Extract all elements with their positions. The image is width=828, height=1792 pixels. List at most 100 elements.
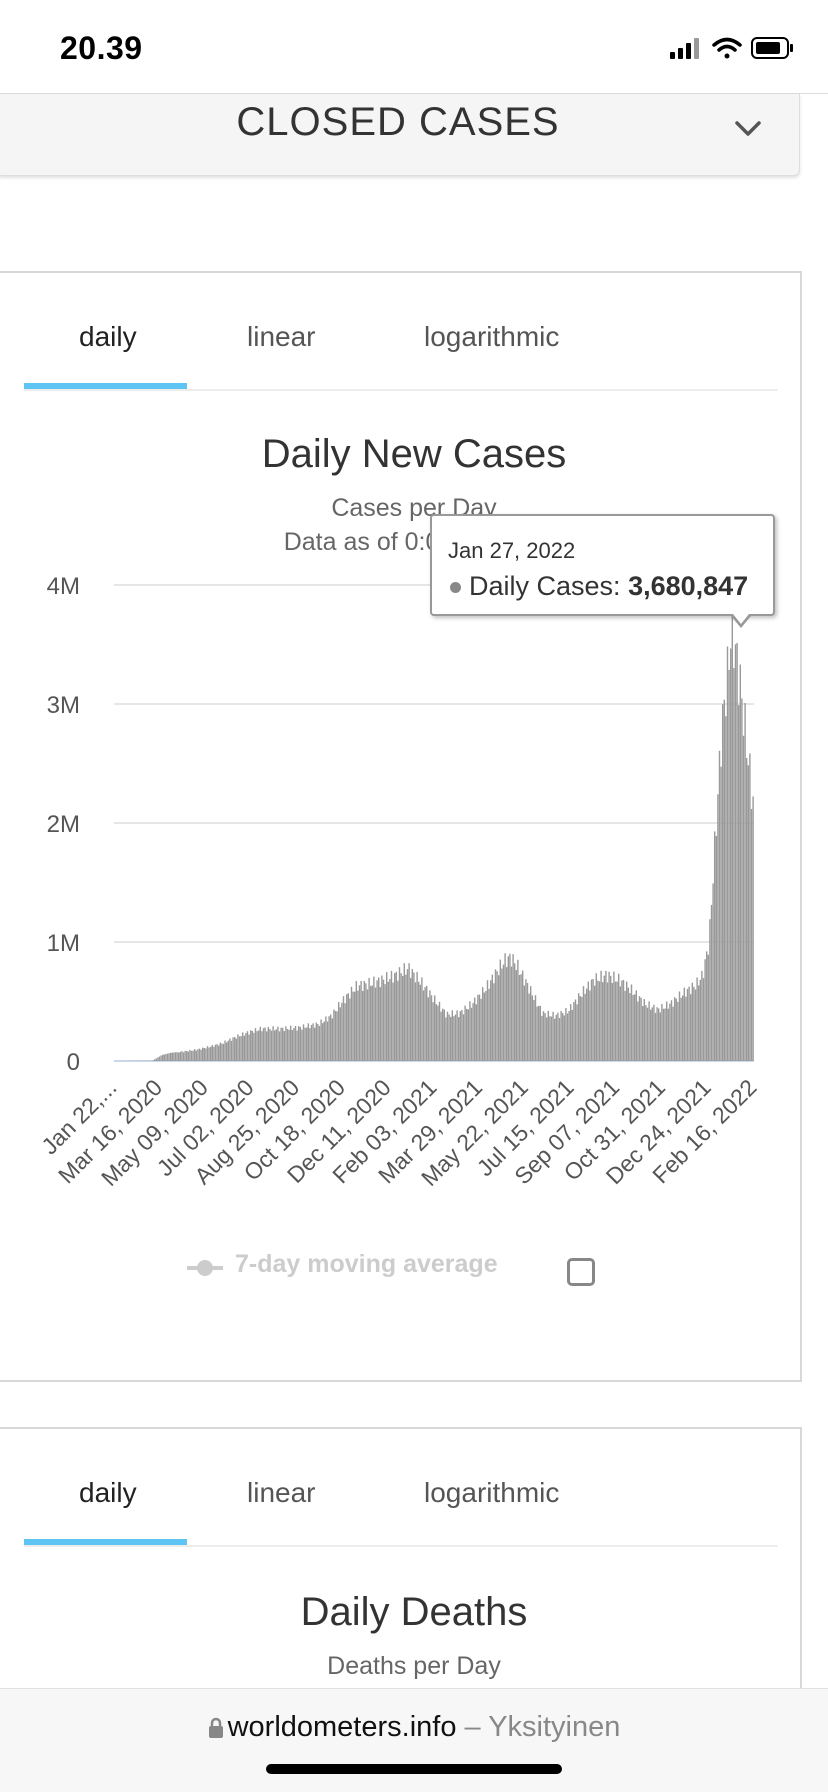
chart-bar[interactable] [514,963,516,1061]
chart-bar[interactable] [242,1032,244,1061]
chart-bar[interactable] [589,990,591,1061]
chart-bar[interactable] [301,1029,303,1061]
chart-bar[interactable] [664,1008,666,1061]
chart-bar[interactable] [400,973,402,1061]
chart-bar[interactable] [477,994,479,1061]
chart-bar[interactable] [402,975,404,1061]
url-display[interactable]: worldometers.info – Yksityinen [0,1711,828,1744]
chart-bar[interactable] [376,980,378,1061]
chart-bar[interactable] [498,975,500,1061]
chart-bar[interactable] [424,987,426,1061]
chart-bar[interactable] [333,1009,335,1061]
chart-bar[interactable] [456,1010,458,1061]
chart-bar[interactable] [720,766,722,1061]
chart-bar[interactable] [611,982,613,1061]
chart-bar[interactable] [637,1001,639,1061]
chart-bar[interactable] [154,1059,156,1061]
chart-bar[interactable] [293,1028,295,1061]
chart-bar[interactable] [381,975,383,1061]
chart-bar[interactable] [560,1010,562,1061]
chart-bar[interactable] [733,668,735,1061]
chart-bar[interactable] [190,1050,193,1061]
chart-bar[interactable] [165,1054,167,1061]
chart-bar[interactable] [322,1023,324,1061]
chart-bar[interactable] [432,1002,434,1061]
chart-bar[interactable] [261,1031,263,1061]
chart-bar[interactable] [184,1050,186,1061]
chart-bar[interactable] [166,1053,169,1061]
chart-bar[interactable] [658,1008,660,1061]
chart-bar[interactable] [520,974,522,1061]
tab-daily[interactable]: daily [79,321,137,352]
chart-bar[interactable] [448,1014,450,1061]
chart-bar[interactable] [699,979,701,1061]
chart-bar[interactable] [395,971,397,1061]
chart-bar[interactable] [710,904,713,1061]
chart-bar[interactable] [230,1040,233,1061]
chart-bar[interactable] [219,1042,221,1061]
chart-bar[interactable] [421,977,423,1061]
chart-bar[interactable] [506,967,508,1061]
chart-bar[interactable] [624,990,626,1061]
chart-bar[interactable] [464,1005,466,1061]
chart-bar[interactable] [443,1009,445,1061]
chart-bar[interactable] [160,1055,162,1061]
chart-bar[interactable] [442,1008,444,1061]
chart-bar[interactable] [594,985,596,1061]
chart-bar[interactable] [390,970,393,1061]
chart-bar[interactable] [667,1008,669,1061]
chart-bar[interactable] [392,982,394,1061]
chart-bar[interactable] [598,981,601,1061]
chart-bar[interactable] [405,974,407,1061]
chart-bar[interactable] [474,997,476,1061]
chart-bar[interactable] [493,983,495,1061]
chart-bar[interactable] [171,1052,173,1061]
chart-bar[interactable] [451,1010,453,1061]
chart-bar[interactable] [602,982,604,1061]
chart-bar[interactable] [707,954,709,1061]
chart-bar[interactable] [579,996,581,1061]
chart-bar[interactable] [306,1027,308,1061]
chart-bar[interactable] [634,994,636,1061]
chart-bar[interactable] [246,1031,249,1061]
chart-bar[interactable] [168,1053,170,1061]
chart-bar[interactable] [621,980,623,1061]
chart-bar[interactable] [690,994,692,1061]
chart-bar[interactable] [205,1048,207,1061]
chart-bar[interactable] [419,984,421,1061]
chart-bar[interactable] [382,979,385,1061]
chart-bar[interactable] [203,1048,205,1061]
closed-cases-header[interactable]: CLOSED CASES [0,94,800,176]
chart-bar[interactable] [467,1009,469,1061]
chart-bar[interactable] [186,1051,188,1061]
chart-bar[interactable] [541,1015,543,1061]
chart-bar[interactable] [248,1034,250,1061]
chart-bar[interactable] [597,980,599,1061]
chart-bar[interactable] [325,1016,327,1061]
chart-bar[interactable] [654,1012,657,1061]
chart-bar[interactable] [584,993,586,1061]
chart-bar[interactable] [213,1046,215,1061]
chart-bar[interactable] [280,1027,282,1061]
chart-bar[interactable] [274,1030,276,1061]
chart-bar[interactable] [358,985,361,1061]
chart-bar[interactable] [619,986,621,1061]
chart-bar[interactable] [350,986,353,1061]
chart-bar[interactable] [290,1025,292,1061]
chart-bar[interactable] [517,959,519,1061]
chart-bar[interactable] [198,1048,201,1061]
chart-bar[interactable] [502,964,505,1061]
chart-bar[interactable] [723,699,725,1061]
chart-bar[interactable] [547,1010,549,1061]
chart-bar[interactable] [536,1006,538,1061]
chart-bar[interactable] [629,992,631,1061]
chart-bar[interactable] [379,987,381,1061]
chart-bar[interactable] [715,836,717,1061]
chart-bar[interactable] [605,970,607,1061]
chart-bar[interactable] [552,1011,554,1061]
chart-bar[interactable] [310,1025,313,1061]
chart-bar[interactable] [496,971,498,1061]
chart-bar[interactable] [576,1004,578,1061]
chart-bar[interactable] [414,982,417,1061]
chart-bar[interactable] [688,986,690,1061]
